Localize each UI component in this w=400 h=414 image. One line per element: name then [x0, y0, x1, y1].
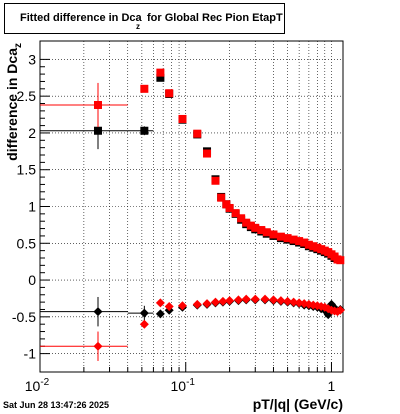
square-marker: [178, 114, 187, 123]
y-tick-label: -0.5: [12, 309, 36, 325]
chart-title-rest: for Global Rec Pion EtapT: [147, 12, 283, 24]
square-marker: [165, 89, 174, 98]
square-marker: [93, 100, 102, 109]
square-marker: [304, 240, 313, 249]
square-marker: [237, 214, 246, 223]
square-marker: [156, 68, 165, 77]
y-tick-label: 1.5: [17, 162, 37, 178]
square-marker: [203, 149, 212, 158]
x-tick-label: 1: [328, 378, 336, 394]
y-tick-label: 0.5: [17, 235, 37, 251]
chart-title: Fitted difference in Dca: [20, 12, 142, 24]
diamond-marker: [155, 298, 165, 308]
diamond-marker: [93, 307, 103, 317]
diamond-marker: [268, 295, 278, 305]
diamond-marker: [260, 294, 270, 304]
diamond-marker: [335, 305, 345, 315]
square-marker: [257, 226, 266, 235]
diamond-marker: [177, 301, 187, 311]
diamond-marker: [241, 294, 251, 304]
square-marker: [140, 126, 149, 135]
chart-title-box: Fitted difference in Dca z for Global Re…: [4, 3, 285, 34]
x-tick-label: 10-2: [25, 377, 50, 394]
square-marker: [156, 73, 165, 82]
x-tick-label: 10-1: [170, 377, 195, 394]
square-marker: [300, 238, 309, 247]
x-axis-label: pT/|q| (GeV/c): [253, 396, 343, 412]
diamond-marker: [164, 302, 174, 312]
square-marker: [276, 232, 285, 241]
diamond-marker: [218, 296, 228, 306]
diamond-marker: [93, 341, 103, 351]
square-marker: [309, 242, 318, 251]
square-marker: [211, 176, 220, 185]
square-marker: [262, 228, 271, 237]
square-marker: [283, 234, 292, 243]
timestamp: Sat Jun 28 13:47:26 2025: [3, 400, 110, 410]
y-tick-label: 1: [28, 199, 36, 215]
square-marker: [295, 237, 304, 246]
square-marker: [140, 84, 149, 93]
diamond-marker: [225, 296, 235, 306]
diamond-marker: [289, 297, 299, 307]
diamond-marker: [192, 299, 202, 309]
square-marker: [225, 203, 234, 212]
diamond-marker: [210, 297, 220, 307]
square-marker: [336, 256, 345, 265]
y-tick-label: 2: [28, 125, 36, 141]
diamond-marker: [202, 299, 212, 309]
chart-title-subscript: z: [136, 22, 140, 31]
square-marker: [289, 235, 298, 244]
square-marker: [246, 221, 255, 230]
diamond-marker: [283, 296, 293, 306]
y-tick-label: -1: [24, 346, 37, 362]
square-marker: [193, 129, 202, 138]
diamond-marker: [233, 295, 243, 305]
square-marker: [93, 126, 102, 135]
square-marker: [231, 209, 240, 218]
square-marker: [217, 193, 226, 202]
diamond-marker: [250, 294, 260, 304]
y-tick-label: 2.5: [17, 88, 37, 104]
square-marker: [251, 223, 260, 232]
diamond-marker: [276, 296, 286, 306]
y-tick-label: 3: [28, 51, 36, 67]
y-tick-label: 0: [28, 272, 36, 288]
y-axis-label: difference in Dcaz: [4, 43, 24, 161]
diamond-marker: [155, 309, 165, 319]
square-marker: [242, 218, 251, 227]
diamond-marker: [139, 308, 149, 318]
square-marker: [269, 230, 278, 239]
diamond-marker: [139, 319, 149, 329]
